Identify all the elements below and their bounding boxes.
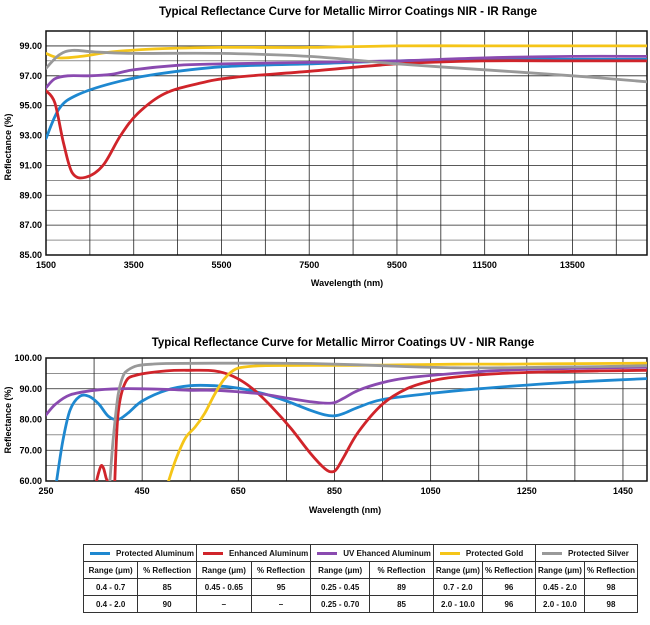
x-tick-label: 5500 [211,260,231,270]
chart-title: Typical Reflectance Curve for Metallic M… [152,337,535,349]
x-tick-label: 650 [231,486,246,496]
swatch-icon [541,551,562,555]
legend-subheader-row: Range (μm) % Reflection Range (μm) % Ref… [82,561,638,579]
table-cell: 96 [481,595,536,613]
x-tick-label: 450 [135,486,150,496]
plot-frame [45,357,648,482]
chart-title: Typical Reflectance Curve for Metallic M… [159,6,537,18]
legend-item-label: UV Ehanced Aluminum [343,548,431,558]
table-cell: 0.45 - 2.0 [534,578,585,596]
y-tick-label: 91.00 [19,160,42,170]
series-protected-aluminum [46,57,647,140]
y-axis-label: Reflectance (%) [3,113,13,180]
legend-item: Protected Aluminum [83,544,197,562]
table-cell: 0.7 - 2.0 [432,578,483,596]
swatch-icon [439,551,460,555]
x-tick-label: 250 [38,486,53,496]
reflection-header: % Reflection [583,561,638,579]
series-protected-silver [46,48,647,84]
legend-item: UV Ehanced Aluminum [310,544,434,562]
x-tick-label: 850 [327,486,342,496]
table-cell: 0.25 - 0.70 [310,595,371,613]
plot-frame [45,30,648,256]
legend-item: Protected Gold [432,544,536,562]
series-enhanced-aluminum-main [113,368,647,481]
y-tick-label: 89.00 [19,190,42,200]
coating-legend-table: Protected Aluminum Enhanced Aluminum UV … [82,544,638,613]
legend-item-label: Protected Gold [465,548,524,558]
table-cell: 85 [369,595,434,613]
y-tick-label: 80.00 [19,415,42,425]
table-row: 0.4 - 2.0 90 – – 0.25 - 0.70 85 2.0 - 10… [82,595,638,613]
series-uv-ehanced-aluminum [46,365,647,417]
y-tick-label: 95.00 [19,101,42,111]
series-enhanced-aluminum [95,464,109,481]
range-header: Range (μm) [82,561,139,579]
x-tick-label: 3500 [124,260,144,270]
legend-header-row: Protected Aluminum Enhanced Aluminum UV … [83,544,638,562]
y-tick-label: 99.00 [19,41,42,51]
table-cell: 2.0 - 10.0 [432,595,483,613]
table-cell: 0.4 - 0.7 [82,578,139,596]
reflection-header: % Reflection [481,561,536,579]
swatch-icon [90,551,110,555]
series-protected-gold [46,44,647,60]
x-tick-label: 1050 [421,486,441,496]
range-header: Range (μm) [432,561,483,579]
table-cell: 98 [583,595,638,613]
x-tick-label: 7500 [299,260,319,270]
table-cell: 85 [137,578,197,596]
legend-item-label: Protected Silver [567,548,629,558]
reflection-header: % Reflection [369,561,434,579]
x-axis-label: Wavelength (nm) [311,278,383,288]
table-cell: 0.25 - 0.45 [310,578,371,596]
range-header: Range (μm) [310,561,371,579]
table-cell: 98 [583,578,638,596]
x-tick-label: 13500 [560,260,585,270]
table-cell: 89 [369,578,434,596]
table-cell: 96 [481,578,536,596]
y-tick-label: 70.00 [19,445,42,455]
y-tick-label: 60.00 [19,476,42,486]
reflection-header: % Reflection [137,561,197,579]
uv-nir-chart: Typical Reflectance Curve for Metallic M… [3,337,648,515]
y-tick-label: 87.00 [19,220,42,230]
table-cell: 0.45 - 0.65 [195,578,252,596]
y-tick-label: 100.00 [14,353,42,363]
range-header: Range (μm) [534,561,585,579]
x-tick-label: 1500 [36,260,56,270]
x-tick-label: 1450 [613,486,633,496]
y-axis-label: Reflectance (%) [3,386,13,453]
series-protected-aluminum [55,377,647,481]
y-tick-label: 85.00 [19,250,42,260]
series-protected-gold [167,361,647,481]
table-cell: – [195,595,252,613]
table-cell: 0.4 - 2.0 [82,595,139,613]
legend-item-label: Protected Aluminum [116,548,194,558]
table-cell: 2.0 - 10.0 [534,595,585,613]
x-axis-label: Wavelength (nm) [309,505,381,515]
table-cell: 90 [137,595,197,613]
nir-ir-chart: Typical Reflectance Curve for Metallic M… [3,6,648,288]
y-tick-label: 97.00 [19,71,42,81]
x-tick-label: 11500 [472,260,497,270]
range-header: Range (μm) [195,561,252,579]
swatch-icon [317,551,338,555]
y-tick-label: 93.00 [19,131,42,141]
table-cell: 95 [250,578,312,596]
series-uv-ehanced-aluminum [46,54,647,90]
x-tick-label: 1250 [517,486,537,496]
table-cell: – [250,595,312,613]
table-row: 0.4 - 0.7 85 0.45 - 0.65 95 0.25 - 0.45 … [82,578,638,596]
reflection-header: % Reflection [250,561,312,579]
legend-item: Enhanced Aluminum [195,544,312,562]
x-tick-label: 9500 [387,260,407,270]
y-tick-label: 90.00 [19,384,42,394]
legend-item: Protected Silver [534,544,638,562]
legend-item-label: Enhanced Aluminum [228,548,309,558]
series-enhanced-aluminum [46,59,647,180]
swatch-icon [202,551,223,555]
series-protected-silver [108,361,647,481]
